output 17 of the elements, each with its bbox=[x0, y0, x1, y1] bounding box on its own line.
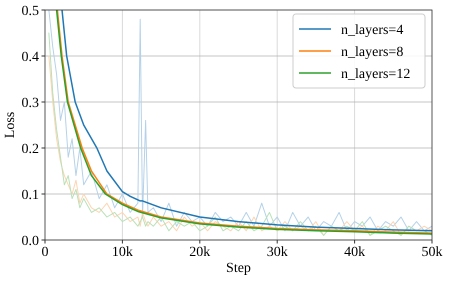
x-tick-label: 30k bbox=[266, 245, 288, 260]
legend-label: n_layers=12 bbox=[341, 66, 410, 82]
legend-label: n_layers=8 bbox=[341, 44, 404, 60]
x-tick-label: 40k bbox=[344, 245, 366, 260]
x-axis-title: Step bbox=[226, 261, 251, 276]
x-tick-label: 50k bbox=[422, 245, 442, 260]
y-tick-label: 0.5 bbox=[22, 4, 39, 19]
y-tick-label: 0.1 bbox=[22, 188, 39, 203]
y-axis-title: Loss bbox=[3, 112, 18, 138]
legend-label: n_layers=4 bbox=[341, 22, 404, 38]
y-tick-label: 0.4 bbox=[22, 50, 39, 65]
y-tick-label: 0.3 bbox=[22, 96, 39, 111]
x-tick-label: 20k bbox=[189, 245, 210, 260]
x-tick-label: 10k bbox=[112, 245, 133, 260]
y-tick-label: 0.0 bbox=[22, 234, 39, 249]
x-tick-label: 0 bbox=[42, 245, 48, 260]
y-tick-label: 0.2 bbox=[22, 142, 39, 157]
